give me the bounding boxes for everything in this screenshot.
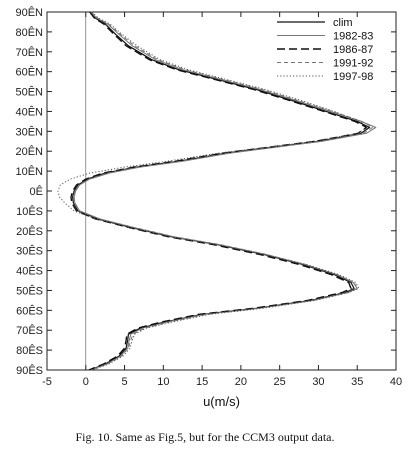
y-tick-label: 20ÊN — [15, 145, 43, 158]
series-line-1986-87 — [70, 11, 368, 371]
y-tick-label: 80ÊN — [15, 26, 43, 39]
y-tick-label: 20ÊS — [16, 225, 43, 238]
x-tick-label: 35 — [351, 376, 363, 388]
y-tick-label: 70ÊS — [16, 324, 43, 337]
legend-label: 1986-87 — [333, 44, 373, 56]
series-line-1997-98 — [57, 11, 369, 371]
y-tick-label: 10ÊS — [16, 205, 43, 218]
x-tick-label: 20 — [235, 376, 247, 388]
x-tick-label: 15 — [196, 376, 208, 388]
series-line-1982-83 — [73, 11, 377, 371]
figure-caption: Fig. 10. Same as Fig.5, but for the CCM3… — [75, 430, 335, 444]
y-tick-label: 30ÊS — [16, 245, 43, 258]
legend-label: clim — [333, 17, 353, 29]
y-tick-label: 10ÊN — [15, 165, 43, 178]
y-tick-label: 40ÊS — [16, 265, 43, 278]
y-tick-label: 60ÊS — [16, 304, 43, 317]
y-tick-label: 90ÊN — [15, 6, 43, 19]
y-tick-label: 50ÊS — [16, 284, 43, 297]
y-tick-label: 60ÊN — [15, 66, 43, 79]
y-tick-label: 30ÊN — [15, 125, 43, 138]
x-tick-label: 25 — [274, 376, 286, 388]
y-tick-label: 0Ê — [30, 185, 43, 198]
y-tick-label: 50ÊN — [15, 86, 43, 99]
legend-label: 1982-83 — [333, 31, 373, 43]
x-tick-label: 40 — [390, 376, 402, 388]
x-tick-label: 5 — [121, 376, 127, 388]
series-line-clim — [72, 11, 371, 371]
x-axis-title: u(m/s) — [203, 394, 240, 409]
y-tick-label: 40ÊN — [15, 105, 43, 118]
x-tick-label: -5 — [42, 376, 52, 388]
x-tick-label: 0 — [83, 376, 89, 388]
y-tick-label: 90ÊS — [16, 364, 43, 377]
series-line-1991-92 — [72, 11, 374, 371]
y-tick-label: 70ÊN — [15, 46, 43, 59]
y-tick-label: 80ÊS — [16, 344, 43, 357]
x-tick-label: 30 — [312, 376, 324, 388]
legend-label: 1997-98 — [333, 71, 373, 83]
legend-label: 1991-92 — [333, 58, 373, 70]
x-tick-label: 10 — [157, 376, 169, 388]
